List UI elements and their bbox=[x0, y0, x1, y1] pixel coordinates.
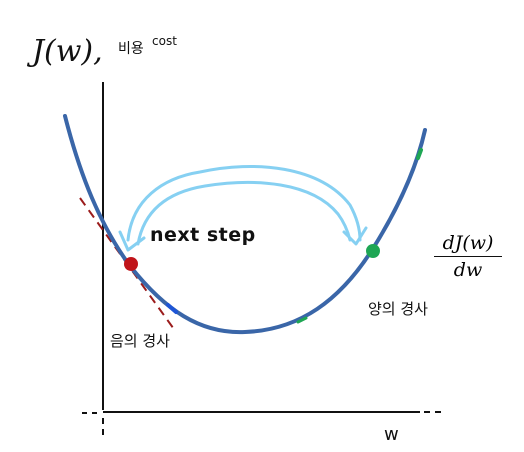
curve-mark-green-top bbox=[418, 150, 421, 158]
derivative-fraction: dJ(w) dw bbox=[434, 232, 502, 281]
point-positive-slope bbox=[366, 244, 380, 258]
cost-english-label: cost bbox=[152, 34, 177, 48]
curve-mark-blue bbox=[168, 305, 176, 312]
positive-slope-label: 양의 경사 bbox=[368, 298, 428, 319]
derivative-denominator: dw bbox=[434, 257, 502, 281]
derivative-numerator: dJ(w) bbox=[434, 232, 502, 256]
cost-function-label: J(w), bbox=[32, 34, 103, 69]
w-axis-label: w bbox=[384, 424, 399, 445]
negative-slope-label: 음의 경사 bbox=[110, 330, 170, 351]
next-step-label: next step bbox=[150, 224, 256, 246]
point-negative-slope bbox=[124, 257, 138, 271]
cost-korean-label: 비용 bbox=[118, 38, 144, 58]
